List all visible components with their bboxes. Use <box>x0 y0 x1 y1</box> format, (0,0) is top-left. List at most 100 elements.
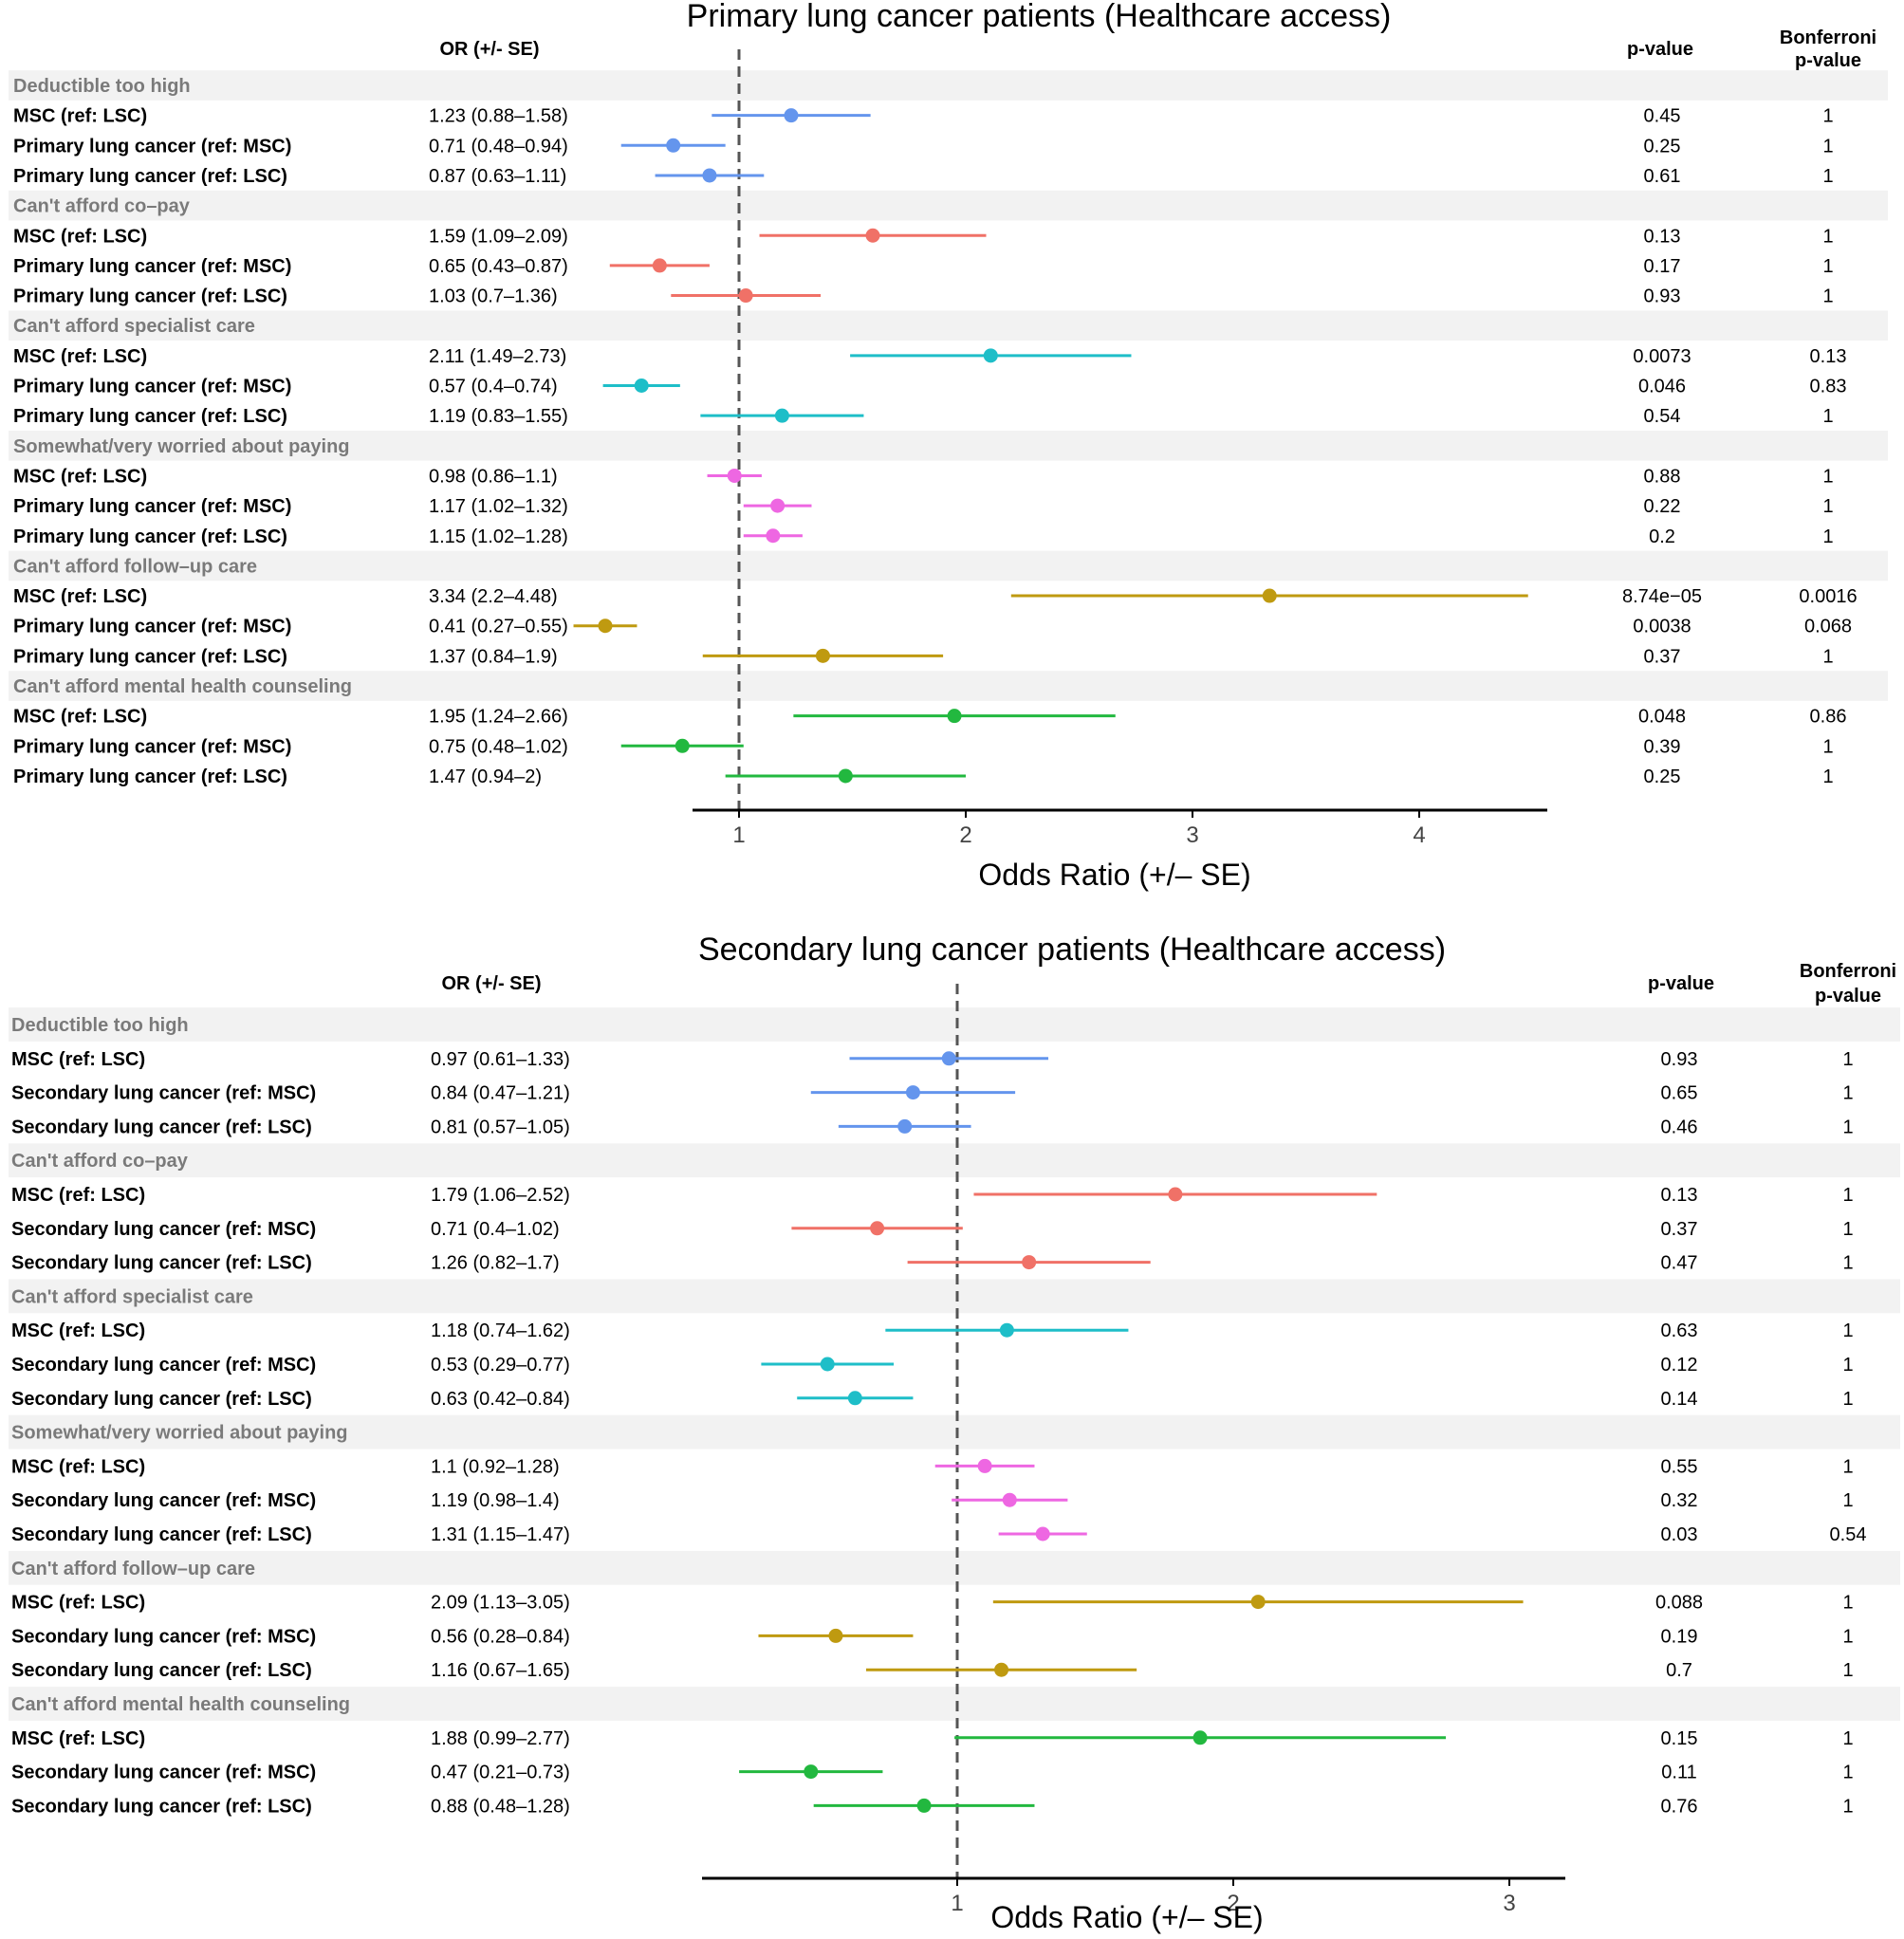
p-value-text: 0.37 <box>1661 1219 1698 1240</box>
bonferroni-p-value-text: 1 <box>1822 136 1833 157</box>
row-label: MSC (ref: LSC) <box>11 1728 145 1749</box>
row-label: Primary lung cancer (ref: MSC) <box>13 736 291 757</box>
or-estimate-text: 1.37 (0.84–1.9) <box>429 646 558 667</box>
x-tick-label: 4 <box>1413 822 1425 848</box>
x-tick-label: 3 <box>1503 1891 1515 1916</box>
bonferroni-p-value-text: 1 <box>1822 766 1833 787</box>
odds-ratio-point <box>738 288 753 304</box>
odds-ratio-point <box>977 1458 992 1473</box>
odds-ratio-point <box>784 108 799 123</box>
row-label: Secondary lung cancer (ref: MSC) <box>11 1219 316 1240</box>
row-label: Primary lung cancer (ref: MSC) <box>13 496 291 517</box>
odds-ratio-point <box>702 168 717 183</box>
row-label: Primary lung cancer (ref: MSC) <box>13 256 291 277</box>
secondary-forest-panel: Secondary lung cancer patients (Healthca… <box>9 932 1900 1934</box>
x-axis-title: Odds Ratio (+/– SE) <box>990 1900 1263 1934</box>
group-band <box>9 1143 1900 1178</box>
p-value-text: 0.25 <box>1644 766 1681 787</box>
or-estimate-text: 1.19 (0.98–1.4) <box>431 1490 560 1511</box>
row-label: Secondary lung cancer (ref: MSC) <box>11 1763 316 1783</box>
bonferroni-p-value-text: 0.86 <box>1810 707 1847 728</box>
p-value-text: 0.93 <box>1644 286 1681 307</box>
or-estimate-text: 1.16 (0.67–1.65) <box>431 1660 570 1681</box>
bonferroni-p-value-text: 1 <box>1842 1660 1853 1681</box>
p-value-text: 8.74e−05 <box>1622 586 1702 607</box>
row-label: MSC (ref: LSC) <box>13 707 147 728</box>
bonferroni-p-value-text: 1 <box>1842 1456 1853 1477</box>
bonferroni-p-value-text: 0.068 <box>1804 617 1852 637</box>
row-label: MSC (ref: LSC) <box>13 346 147 367</box>
p-value-text: 0.61 <box>1644 166 1681 187</box>
p-value-text: 0.65 <box>1661 1083 1698 1104</box>
or-estimate-text: 0.65 (0.43–0.87) <box>429 256 568 277</box>
bonferroni-p-value-text: 1 <box>1842 1083 1853 1104</box>
group-label: Can't afford mental health counseling <box>11 1694 350 1715</box>
p-value-text: 0.048 <box>1638 707 1686 728</box>
row-label: Secondary lung cancer (ref: LSC) <box>11 1660 312 1681</box>
or-estimate-text: 0.98 (0.86–1.1) <box>429 466 558 487</box>
odds-ratio-point <box>897 1118 913 1134</box>
odds-ratio-point <box>1192 1730 1208 1745</box>
p-value-text: 0.13 <box>1661 1185 1698 1206</box>
p-value-text: 0.37 <box>1644 646 1681 667</box>
bonferroni-p-value-text: 1 <box>1822 406 1833 427</box>
group-band <box>9 190 1888 221</box>
bonferroni-p-value-text: 1 <box>1842 1049 1853 1070</box>
odds-ratio-point <box>598 619 613 634</box>
p-value-column-header: p-value <box>1648 973 1714 994</box>
odds-ratio-point <box>870 1221 885 1236</box>
row-label: Primary lung cancer (ref: LSC) <box>13 646 287 667</box>
row-label: MSC (ref: LSC) <box>11 1049 145 1070</box>
or-estimate-text: 0.63 (0.42–0.84) <box>431 1389 570 1410</box>
row-label: MSC (ref: LSC) <box>13 226 147 247</box>
odds-ratio-point <box>652 258 667 273</box>
or-estimate-text: 1.79 (1.06–2.52) <box>431 1185 570 1206</box>
row-label: MSC (ref: LSC) <box>11 1185 145 1206</box>
row-label: Secondary lung cancer (ref: LSC) <box>11 1524 312 1545</box>
x-axis-title: Odds Ratio (+/– SE) <box>978 858 1250 892</box>
bonferroni-p-value-text: 1 <box>1842 1219 1853 1240</box>
p-value-text: 0.76 <box>1661 1796 1698 1817</box>
or-estimate-text: 2.09 (1.13–3.05) <box>431 1593 570 1614</box>
chart-title: Secondary lung cancer patients (Healthca… <box>698 932 1446 968</box>
odds-ratio-point <box>727 468 742 483</box>
or-estimate-text: 1.31 (1.15–1.47) <box>431 1524 570 1545</box>
odds-ratio-point <box>983 348 998 363</box>
or-estimate-text: 1.88 (0.99–2.77) <box>431 1728 570 1749</box>
bonferroni-column-header-sub: p-value <box>1795 50 1861 71</box>
or-estimate-text: 1.47 (0.94–2) <box>429 766 542 787</box>
p-value-text: 0.15 <box>1661 1728 1698 1749</box>
p-value-text: 0.2 <box>1649 526 1675 547</box>
bonferroni-p-value-text: 1 <box>1822 736 1833 757</box>
bonferroni-p-value-text: 1 <box>1822 256 1833 277</box>
or-estimate-text: 1.19 (0.83–1.55) <box>429 406 568 427</box>
bonferroni-p-value-text: 1 <box>1822 466 1833 487</box>
bonferroni-p-value-text: 1 <box>1842 1355 1853 1376</box>
odds-ratio-point <box>1168 1187 1183 1202</box>
p-value-column-header: p-value <box>1627 39 1693 60</box>
p-value-text: 0.32 <box>1661 1490 1698 1511</box>
p-value-text: 0.0073 <box>1633 346 1691 367</box>
or-estimate-text: 0.57 (0.4–0.74) <box>429 377 558 397</box>
or-estimate-text: 0.81 (0.57–1.05) <box>431 1117 570 1137</box>
odds-ratio-point <box>941 1051 956 1066</box>
or-estimate-text: 0.41 (0.27–0.55) <box>429 617 568 637</box>
x-tick-label: 1 <box>732 822 745 848</box>
group-band <box>9 1687 1900 1721</box>
p-value-text: 0.14 <box>1661 1389 1698 1410</box>
row-label: Secondary lung cancer (ref: MSC) <box>11 1490 316 1511</box>
group-band <box>9 1279 1900 1314</box>
group-label: Can't afford follow–up care <box>13 556 257 577</box>
row-label: MSC (ref: LSC) <box>11 1456 145 1477</box>
p-value-text: 0.12 <box>1661 1355 1698 1376</box>
row-label: Secondary lung cancer (ref: LSC) <box>11 1117 312 1137</box>
group-band <box>9 430 1888 461</box>
or-estimate-text: 0.53 (0.29–0.77) <box>431 1355 570 1376</box>
p-value-text: 0.46 <box>1661 1117 1698 1137</box>
or-estimate-text: 1.26 (0.82–1.7) <box>431 1253 560 1274</box>
row-label: Primary lung cancer (ref: LSC) <box>13 766 287 787</box>
bonferroni-p-value-text: 1 <box>1842 1763 1853 1783</box>
bonferroni-p-value-text: 1 <box>1842 1185 1853 1206</box>
bonferroni-p-value-text: 0.83 <box>1810 377 1847 397</box>
